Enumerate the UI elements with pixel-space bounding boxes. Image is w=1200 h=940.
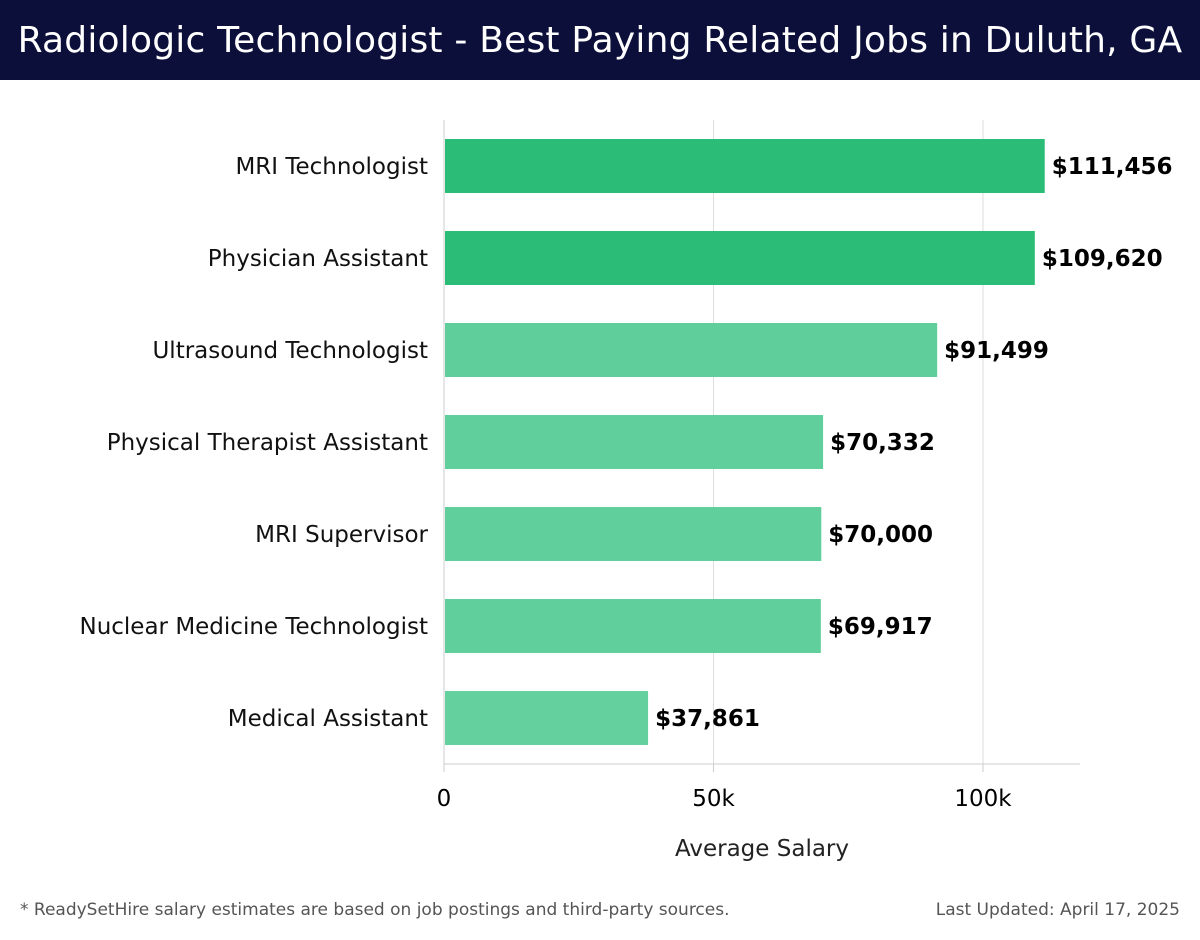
category-label: Physical Therapist Assistant: [107, 430, 428, 456]
value-label: $111,456: [1052, 154, 1173, 180]
value-label: $109,620: [1042, 246, 1163, 272]
labels-layer: MRI Technologist $111,456 Physician Assist…: [79, 154, 1172, 732]
bar: [445, 507, 822, 561]
bar: [445, 415, 824, 469]
salary-bar-chart: MRI Technologist $111,456 Physician Assist…: [79, 120, 1172, 862]
bar: [445, 599, 821, 653]
value-label: $69,917: [828, 614, 933, 640]
category-label: Medical Assistant: [228, 706, 428, 732]
x-tick-label: 100k: [954, 786, 1012, 812]
category-label: Physician Assistant: [208, 246, 428, 272]
x-axis: 0 50k 100k: [437, 120, 1080, 812]
bar: [445, 323, 938, 377]
category-label: Nuclear Medicine Technologist: [79, 614, 428, 640]
x-tick-label: 50k: [692, 786, 735, 812]
value-label: $70,000: [828, 522, 933, 548]
value-label: $91,499: [944, 338, 1049, 364]
category-label: Ultrasound Technologist: [152, 338, 428, 364]
value-label: $37,861: [655, 706, 760, 732]
bar: [445, 139, 1045, 193]
category-label: MRI Supervisor: [255, 522, 428, 548]
chart-title: Radiologic Technologist - Best Paying Re…: [17, 19, 1183, 61]
category-label: MRI Technologist: [235, 154, 428, 180]
bar: [445, 691, 649, 745]
bar: [445, 231, 1035, 285]
title-bar: Radiologic Technologist - Best Paying Re…: [0, 0, 1200, 80]
bars-layer: [445, 139, 1045, 745]
value-label: $70,332: [830, 430, 935, 456]
last-updated: Last Updated: April 17, 2025: [935, 900, 1180, 920]
x-tick-label: 0: [437, 786, 452, 812]
footnote: * ReadySetHire salary estimates are base…: [20, 900, 730, 920]
x-axis-title: Average Salary: [675, 836, 849, 862]
